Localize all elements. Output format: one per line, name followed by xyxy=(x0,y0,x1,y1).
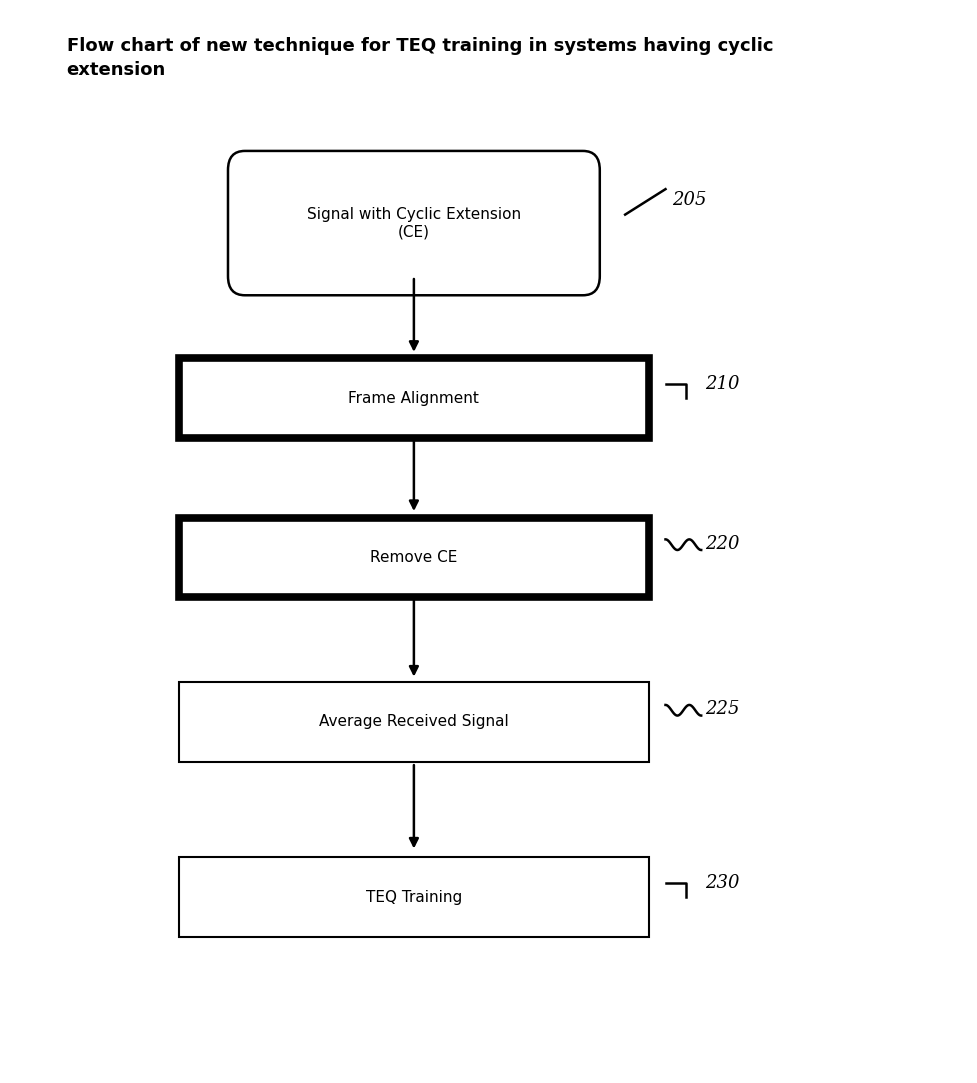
FancyBboxPatch shape xyxy=(228,151,599,296)
Text: 210: 210 xyxy=(704,376,739,393)
Bar xyxy=(179,518,648,597)
Text: Frame Alignment: Frame Alignment xyxy=(348,391,479,406)
Text: TEQ Training: TEQ Training xyxy=(365,889,461,904)
Text: 205: 205 xyxy=(671,191,705,209)
Text: Signal with Cyclic Extension
(CE): Signal with Cyclic Extension (CE) xyxy=(307,207,521,239)
Bar xyxy=(179,858,648,937)
Text: 220: 220 xyxy=(704,535,739,552)
Text: Flow chart of new technique for TEQ training in systems having cyclic
extension: Flow chart of new technique for TEQ trai… xyxy=(66,37,772,79)
Text: Average Received Signal: Average Received Signal xyxy=(319,715,508,730)
Text: 230: 230 xyxy=(704,874,739,892)
Text: Remove CE: Remove CE xyxy=(370,550,457,565)
Text: 225: 225 xyxy=(704,701,739,718)
Bar xyxy=(179,682,648,761)
Bar xyxy=(179,358,648,438)
